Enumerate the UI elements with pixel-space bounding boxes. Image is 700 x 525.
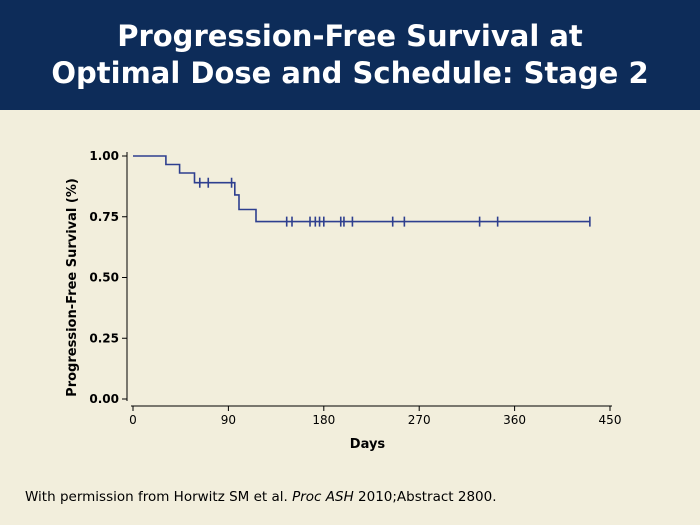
x-axis-label: Days <box>350 437 386 452</box>
y-axis-label: Progression-Free Survival (%) <box>65 178 80 397</box>
y-tick-label: 0.25 <box>89 331 119 345</box>
y-tick-label: 0.00 <box>89 392 119 406</box>
y-tick-label: 0.50 <box>89 271 119 285</box>
x-tick-label: 360 <box>503 413 526 427</box>
x-tick-label: 0 <box>129 413 137 427</box>
x-tick-label: 450 <box>599 413 622 427</box>
x-tick-label: 90 <box>221 413 236 427</box>
citation-prefix: With permission from Horwitz SM et al. <box>25 489 293 505</box>
km-survival-chart: 0.00 0.25 0.50 0.75 1.00 0 90 180 270 360 450 Days P… <box>65 149 622 452</box>
x-tick-label: 270 <box>408 413 431 427</box>
citation-suffix: 2010;Abstract 2800. <box>353 489 497 505</box>
slide-title-line-2: Optimal Dose and Schedule: Stage 2 <box>51 56 649 90</box>
title-banner: Progression-Free Survival at Optimal Dos… <box>0 0 700 110</box>
y-tick-label: 1.00 <box>89 149 119 163</box>
citation-journal: Proc ASH <box>292 489 354 505</box>
slide-title-line-1: Progression-Free Survival at <box>117 19 583 53</box>
x-tick-label: 180 <box>312 413 335 427</box>
survival-curve-line <box>133 155 590 223</box>
y-tick-label: 0.75 <box>89 210 119 224</box>
citation: With permission from Horwitz SM et al. P… <box>25 489 497 505</box>
